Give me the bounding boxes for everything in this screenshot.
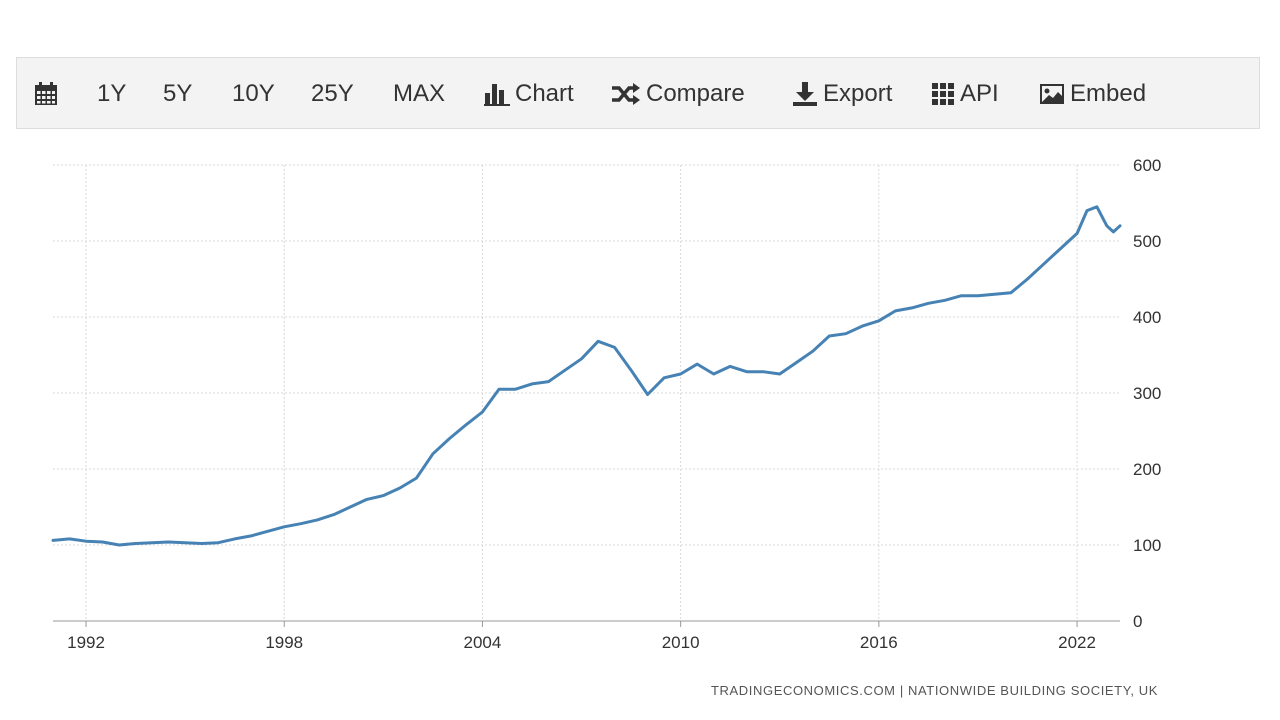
x-tick-label: 2010: [662, 633, 700, 652]
embed-label: Embed: [1070, 80, 1147, 107]
x-tick-label: 2016: [860, 633, 898, 652]
y-tick-label: 400: [1133, 308, 1161, 327]
range-1y-button[interactable]: 1Y: [97, 58, 126, 130]
embed-button[interactable]: Embed: [1039, 58, 1146, 130]
compare-label: Compare: [646, 80, 745, 107]
y-tick-label: 200: [1133, 460, 1161, 479]
range-5y-button[interactable]: 5Y: [163, 58, 192, 130]
y-tick-label: 500: [1133, 232, 1161, 251]
calendar-icon: [34, 82, 58, 106]
chart-type-label: Chart: [515, 80, 574, 107]
download-icon: [792, 81, 818, 107]
x-tick-label: 2004: [464, 633, 502, 652]
compare-button[interactable]: Compare: [611, 58, 745, 130]
range-max-label: MAX: [393, 80, 446, 107]
calendar-button[interactable]: [34, 58, 58, 130]
x-tick-label: 1992: [67, 633, 105, 652]
range-25y-button[interactable]: 25Y: [311, 58, 354, 130]
range-1y-label: 1Y: [97, 80, 127, 107]
export-button[interactable]: Export: [792, 58, 892, 130]
api-label: API: [960, 80, 999, 107]
chart-type-button[interactable]: Chart: [484, 58, 574, 130]
y-tick-label: 0: [1133, 612, 1142, 631]
chart-toolbar: 1Y 5Y 10Y 25Y MAX Chart Compare: [16, 57, 1260, 129]
image-icon: [1039, 82, 1065, 106]
y-tick-label: 300: [1133, 384, 1161, 403]
export-label: Export: [823, 80, 893, 107]
api-button[interactable]: API: [931, 58, 999, 130]
range-25y-label: 25Y: [311, 80, 354, 107]
x-tick-label: 2022: [1058, 633, 1096, 652]
y-tick-label: 100: [1133, 536, 1161, 555]
series-line: [51, 205, 1122, 547]
line-chart: 0 100 200 300 400 500 600 1992 1998 2004 2010 2016 2…: [51, 156, 1161, 652]
range-max-button[interactable]: MAX: [393, 58, 445, 130]
source-attribution: TRADINGECONOMICS.COM | NATIONWIDE BUILDI…: [711, 683, 1158, 698]
range-10y-button[interactable]: 10Y: [232, 58, 275, 130]
chart-area: 0 100 200 300 400 500 600 1992 1998 2004 2010 2016 2…: [0, 140, 1280, 720]
grid-icon: [931, 82, 955, 106]
range-5y-label: 5Y: [163, 80, 193, 107]
range-10y-label: 10Y: [232, 80, 275, 107]
x-tick-label: 1998: [265, 633, 303, 652]
shuffle-icon: [611, 82, 641, 106]
bar-chart-icon: [484, 82, 510, 106]
y-tick-label: 600: [1133, 156, 1161, 175]
